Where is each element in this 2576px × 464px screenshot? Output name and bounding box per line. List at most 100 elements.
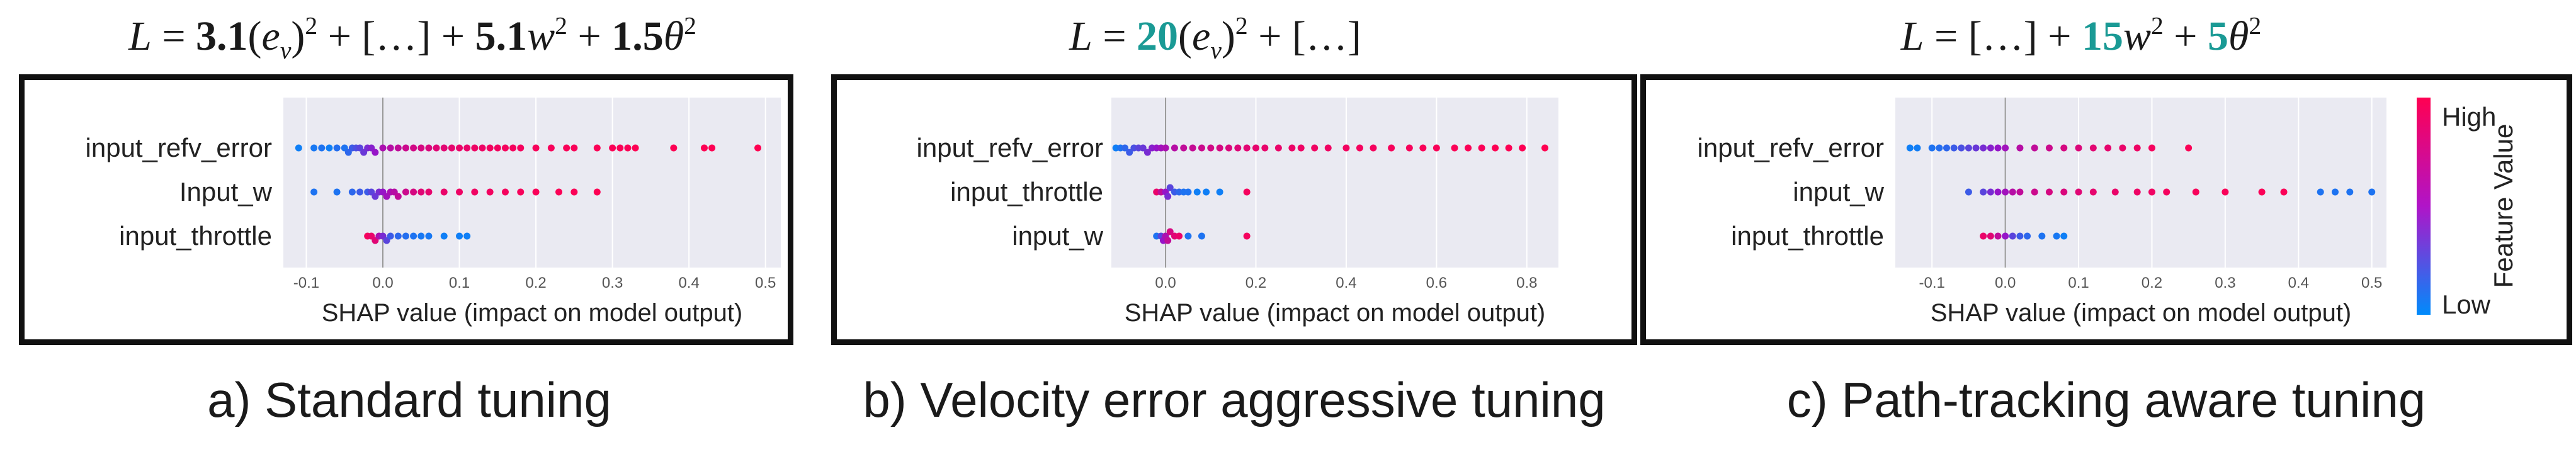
shap-point bbox=[2075, 188, 2082, 196]
shap-point bbox=[2280, 188, 2288, 196]
loss-formula-c: L = […] + 15w2 + 5θ2 bbox=[1900, 11, 2262, 59]
x-tick-label: 0.8 bbox=[1516, 274, 1537, 291]
shap-point bbox=[1216, 188, 1223, 196]
shap-point bbox=[1943, 144, 1950, 152]
shap-point bbox=[570, 188, 578, 196]
shap-point bbox=[1184, 188, 1192, 196]
shap-point bbox=[425, 232, 433, 240]
shap-point bbox=[2089, 188, 2097, 196]
shap-point bbox=[387, 232, 394, 240]
shap-point bbox=[379, 144, 387, 152]
shap-point bbox=[1180, 144, 1188, 152]
shap-point bbox=[1176, 232, 1183, 240]
shap-point bbox=[1958, 144, 1965, 152]
shap-point bbox=[1950, 144, 1958, 152]
feature-label: input_throttle bbox=[119, 221, 272, 251]
x-tick-label: 0.4 bbox=[2288, 274, 2309, 291]
shap-point bbox=[700, 144, 708, 152]
shap-point bbox=[394, 193, 402, 200]
shap-point bbox=[1388, 144, 1395, 152]
shap-point bbox=[1171, 144, 1178, 152]
loss-formula-a: L = 3.1(ev)2 + […] + 5.1w2 + 1.5θ2 bbox=[128, 11, 696, 64]
shap-point bbox=[501, 144, 509, 152]
shap-point bbox=[2119, 144, 2126, 152]
x-tick-label: 0.0 bbox=[1995, 274, 2016, 291]
shap-point bbox=[2104, 144, 2112, 152]
shap-point bbox=[624, 144, 632, 152]
shap-point bbox=[1162, 144, 1169, 152]
shap-point bbox=[1541, 144, 1548, 152]
shap-point bbox=[2031, 144, 2038, 152]
x-tick-label: 0.0 bbox=[1155, 274, 1176, 291]
shap-point bbox=[1972, 144, 1980, 152]
colorbar-title: Feature Value bbox=[2488, 124, 2518, 288]
feature-label: input_refv_error bbox=[1698, 133, 1884, 162]
shap-point bbox=[2332, 188, 2339, 196]
x-tick-label: 0.4 bbox=[1336, 274, 1356, 291]
shap-point bbox=[1189, 144, 1196, 152]
shap-point bbox=[486, 188, 494, 196]
feature-label: input_w bbox=[1793, 177, 1884, 207]
x-tick-label: 0.2 bbox=[1245, 274, 1266, 291]
shap-point bbox=[394, 232, 402, 240]
shap-point bbox=[1405, 144, 1413, 152]
shap-point bbox=[1121, 144, 1129, 152]
x-tick-label: 0.2 bbox=[525, 274, 546, 291]
shap-point bbox=[1965, 144, 1972, 152]
shap-point bbox=[1243, 232, 1251, 240]
shap-point bbox=[1164, 193, 1172, 200]
caption-a: a) Standard tuning bbox=[207, 372, 611, 427]
shap-point bbox=[410, 188, 417, 196]
shap-point bbox=[1342, 144, 1350, 152]
shap-point bbox=[1451, 144, 1458, 152]
shap-point bbox=[417, 232, 425, 240]
shap-point bbox=[2133, 188, 2141, 196]
shap-point bbox=[2192, 188, 2199, 196]
shap-point bbox=[433, 144, 440, 152]
shap-point bbox=[2002, 188, 2009, 196]
x-tick-label: 0.3 bbox=[602, 274, 623, 291]
shap-point bbox=[440, 188, 448, 196]
x-tick-label: 0.3 bbox=[2215, 274, 2235, 291]
shap-point bbox=[448, 144, 455, 152]
shap-point bbox=[410, 232, 417, 240]
shap-point bbox=[1207, 144, 1215, 152]
shap-point bbox=[2016, 188, 2024, 196]
shap-point bbox=[1198, 144, 1205, 152]
shap-point bbox=[333, 144, 341, 152]
shap-point bbox=[372, 149, 379, 156]
shap-point bbox=[547, 144, 555, 152]
shap-point bbox=[387, 144, 394, 152]
loss-formula-b: L = 20(ev)2 + […] bbox=[1069, 11, 1361, 64]
shap-plot-b: 0.0 0.2 0.4 0.6 0.8 SHAP value (impact on mod… bbox=[917, 98, 1558, 327]
shap-point bbox=[609, 144, 616, 152]
colorbar-low-label: Low bbox=[2442, 290, 2491, 319]
shap-point bbox=[1994, 188, 2002, 196]
shap-point bbox=[570, 144, 578, 152]
shap-point bbox=[1311, 144, 1319, 152]
shap-point bbox=[2317, 188, 2324, 196]
shap-point bbox=[1184, 232, 1192, 240]
shap-point bbox=[1164, 237, 1172, 244]
x-tick-label: 0.1 bbox=[2068, 274, 2089, 291]
shap-point bbox=[1928, 144, 1936, 152]
x-tick-label: 0.1 bbox=[449, 274, 470, 291]
shap-point bbox=[2016, 232, 2024, 240]
x-axis-label: SHAP value (impact on model output) bbox=[1931, 299, 2352, 327]
shap-point bbox=[463, 232, 471, 240]
shap-point bbox=[1914, 144, 1921, 152]
shap-point bbox=[1225, 144, 1232, 152]
shap-point bbox=[2185, 144, 2193, 152]
shap-point bbox=[463, 144, 471, 152]
shap-point bbox=[2111, 188, 2119, 196]
shap-point bbox=[2133, 144, 2141, 152]
shap-point bbox=[2148, 188, 2155, 196]
shap-point bbox=[1980, 144, 1987, 152]
shap-point bbox=[1274, 144, 1282, 152]
shap-point bbox=[1478, 144, 1485, 152]
shap-point bbox=[471, 188, 479, 196]
shap-point bbox=[318, 144, 326, 152]
x-tick-label: 0.4 bbox=[678, 274, 699, 291]
shap-point bbox=[2148, 144, 2155, 152]
